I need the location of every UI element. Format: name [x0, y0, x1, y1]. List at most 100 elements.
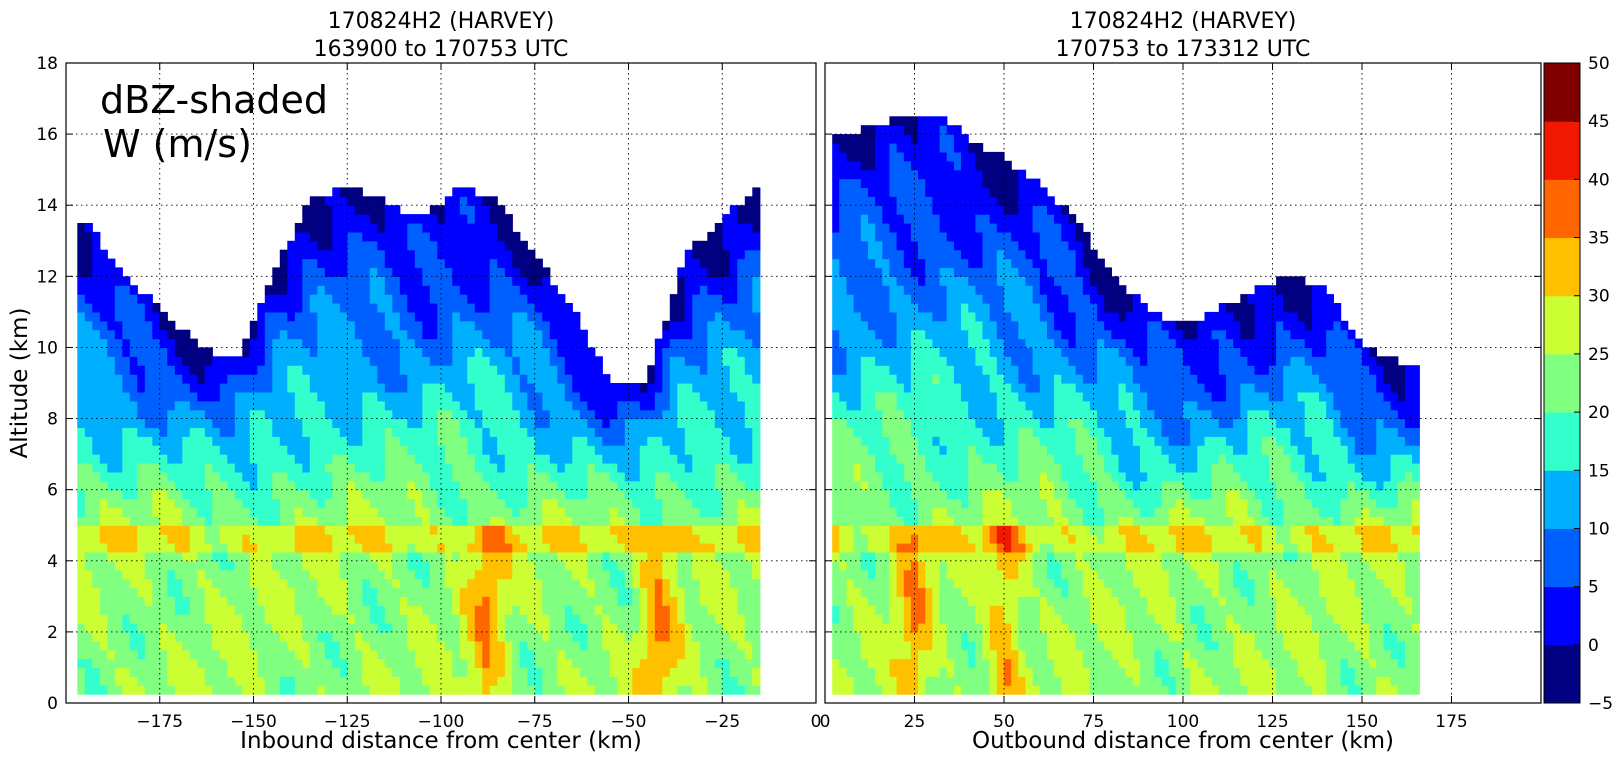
- reflectivity-cell: [549, 560, 558, 571]
- reflectivity-cell: [302, 400, 311, 411]
- reflectivity-cell: [77, 507, 86, 517]
- reflectivity-cell: [107, 525, 116, 535]
- reflectivity-cell: [882, 507, 891, 517]
- reflectivity-cell: [77, 365, 86, 375]
- reflectivity-cell: [752, 507, 761, 517]
- reflectivity-cell: [744, 436, 753, 446]
- reflectivity-cell: [444, 436, 453, 446]
- reflectivity-cell: [92, 658, 101, 669]
- reflectivity-cell: [257, 596, 266, 606]
- reflectivity-cell: [137, 551, 146, 562]
- reflectivity-cell: [204, 614, 213, 624]
- reflectivity-cell: [853, 596, 862, 606]
- reflectivity-cell: [324, 374, 333, 384]
- reflectivity-cell: [302, 463, 311, 473]
- reflectivity-cell: [347, 685, 356, 695]
- reflectivity-cell: [882, 463, 891, 473]
- reflectivity-cell: [860, 543, 869, 553]
- reflectivity-cell: [684, 338, 693, 349]
- reflectivity-cell: [504, 596, 513, 606]
- reflectivity-cell: [444, 516, 453, 526]
- reflectivity-cell: [624, 525, 633, 535]
- reflectivity-cell: [557, 658, 566, 669]
- reflectivity-cell: [557, 311, 566, 322]
- reflectivity-cell: [429, 418, 438, 429]
- reflectivity-cell: [437, 267, 446, 277]
- reflectivity-cell: [744, 463, 753, 473]
- reflectivity-cell: [459, 383, 468, 393]
- reflectivity-cell: [287, 489, 296, 500]
- reflectivity-cell: [429, 658, 438, 669]
- reflectivity-cell: [92, 418, 101, 429]
- reflectivity-cell: [242, 400, 251, 411]
- reflectivity-cell: [122, 276, 131, 286]
- reflectivity-cell: [414, 587, 423, 597]
- reflectivity-cell: [92, 240, 101, 251]
- reflectivity-cell: [437, 471, 446, 482]
- reflectivity-cell: [875, 391, 883, 402]
- reflectivity-cell: [77, 640, 86, 651]
- reflectivity-cell: [722, 356, 731, 366]
- reflectivity-cell: [377, 471, 386, 482]
- reflectivity-cell: [302, 640, 311, 651]
- reflectivity-cell: [309, 374, 318, 384]
- reflectivity-cell: [839, 400, 848, 411]
- reflectivity-cell: [422, 516, 431, 526]
- reflectivity-cell: [422, 676, 431, 686]
- reflectivity-cell: [309, 391, 318, 402]
- reflectivity-cell: [707, 498, 716, 509]
- reflectivity-cell: [227, 427, 236, 437]
- reflectivity-cell: [647, 560, 656, 571]
- reflectivity-cell: [482, 267, 491, 277]
- reflectivity-cell: [882, 471, 891, 482]
- reflectivity-cell: [129, 525, 138, 535]
- reflectivity-cell: [542, 578, 551, 589]
- reflectivity-cell: [159, 614, 168, 624]
- reflectivity-cell: [737, 463, 746, 473]
- reflectivity-cell: [317, 391, 326, 402]
- left-x-tick-label: −150: [230, 712, 277, 732]
- reflectivity-cell: [279, 383, 288, 393]
- reflectivity-cell: [287, 383, 296, 393]
- reflectivity-cell: [639, 454, 648, 464]
- reflectivity-cell: [882, 480, 891, 491]
- reflectivity-cell: [489, 374, 498, 384]
- reflectivity-cell: [392, 516, 401, 526]
- reflectivity-cell: [287, 534, 296, 544]
- reflectivity-cell: [519, 667, 528, 677]
- reflectivity-cell: [860, 187, 869, 197]
- reflectivity-cell: [77, 445, 86, 455]
- reflectivity-cell: [882, 560, 891, 571]
- reflectivity-cell: [159, 329, 168, 340]
- reflectivity-cell: [347, 534, 356, 544]
- reflectivity-cell: [369, 223, 378, 233]
- reflectivity-cell: [122, 534, 131, 544]
- reflectivity-cell: [92, 427, 101, 437]
- reflectivity-cell: [752, 631, 761, 642]
- reflectivity-cell: [137, 436, 146, 446]
- reflectivity-cell: [482, 409, 491, 420]
- reflectivity-cell: [279, 249, 288, 260]
- reflectivity-cell: [875, 676, 883, 686]
- reflectivity-cell: [407, 436, 416, 446]
- reflectivity-cell: [92, 338, 101, 349]
- reflectivity-cell: [429, 205, 438, 215]
- reflectivity-cell: [868, 365, 876, 375]
- reflectivity-cell: [422, 685, 431, 695]
- reflectivity-cell: [609, 418, 618, 429]
- reflectivity-cell: [497, 303, 506, 313]
- reflectivity-cell: [632, 685, 641, 695]
- reflectivity-cell: [587, 525, 596, 535]
- reflectivity-cell: [647, 587, 656, 597]
- reflectivity-cell: [846, 471, 855, 482]
- reflectivity-cell: [84, 676, 93, 686]
- reflectivity-cell: [504, 383, 513, 393]
- reflectivity-cell: [437, 223, 446, 233]
- reflectivity-cell: [504, 676, 513, 686]
- reflectivity-cell: [242, 463, 251, 473]
- reflectivity-cell: [639, 551, 648, 562]
- reflectivity-cell: [197, 640, 206, 651]
- reflectivity-cell: [519, 534, 528, 544]
- reflectivity-cell: [294, 560, 303, 571]
- reflectivity-cell: [677, 285, 686, 295]
